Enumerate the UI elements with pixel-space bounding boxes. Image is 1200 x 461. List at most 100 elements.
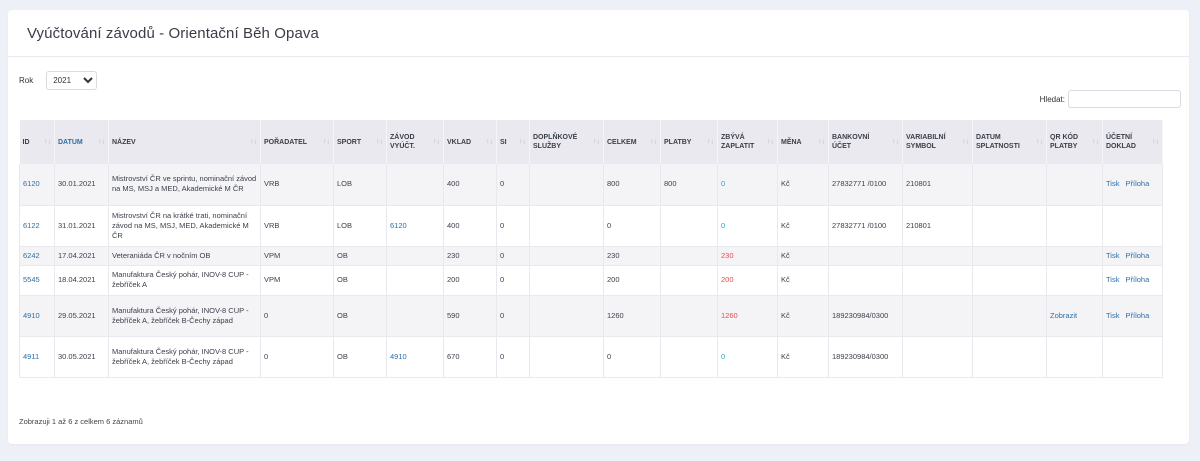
- cell-sport: LOB: [333, 164, 387, 206]
- race-id-link[interactable]: 5545: [23, 275, 40, 284]
- sort-arrows-icon[interactable]: ↑↓: [250, 138, 257, 146]
- sort-arrows-icon[interactable]: ↑↓: [650, 138, 657, 146]
- sort-arrows-icon[interactable]: ↑↓: [818, 138, 825, 146]
- column-header[interactable]: MĚNA ↑↓: [777, 120, 829, 164]
- race-id-link[interactable]: 6122: [23, 220, 40, 230]
- sort-arrows-icon[interactable]: ↑↓: [1152, 138, 1159, 146]
- cell-date: 29.05.2021: [58, 310, 96, 320]
- cell-si: 0: [500, 179, 505, 189]
- attachment-link[interactable]: Příloha: [1125, 275, 1150, 284]
- cell-org: 0: [264, 351, 269, 361]
- sort-arrows-icon[interactable]: ↑↓: [519, 138, 526, 146]
- race-id-link[interactable]: 6120: [23, 179, 40, 189]
- cell-bank: 27832771 /0100: [828, 164, 903, 206]
- sort-arrows-icon[interactable]: ↑↓: [376, 138, 383, 146]
- column-header[interactable]: SPORT ↑↓: [333, 120, 387, 164]
- column-header[interactable]: VKLAD ↑↓: [443, 120, 497, 164]
- cell-bank: [828, 246, 903, 266]
- cell-date: 31.01.2021: [54, 205, 109, 247]
- column-header[interactable]: DATUM ↑↓: [54, 120, 109, 164]
- sort-arrows-icon[interactable]: ↑↓: [767, 138, 774, 146]
- column-header[interactable]: POŘADATEL ↑↓: [260, 120, 334, 164]
- race-id-link[interactable]: 4911: [23, 351, 40, 361]
- column-header[interactable]: DOPLŇKOVÉ SLUŽBY ↑↓: [529, 120, 604, 164]
- cell-name: Mistrovství ČR na krátké trati, nominačn…: [108, 205, 261, 247]
- sort-arrows-icon[interactable]: ↑↓: [593, 138, 600, 146]
- cell-remain: 1260: [721, 310, 738, 320]
- sort-arrows-icon[interactable]: ↑↓: [962, 138, 969, 146]
- linked-race-link[interactable]: 6120: [390, 220, 407, 230]
- cell-sport: OB: [333, 336, 387, 378]
- column-header-label: DATUM: [58, 138, 83, 146]
- cell-name: Manufaktura Český pohár, INOV-8 CUP - že…: [112, 346, 249, 366]
- race-id-link[interactable]: 4910: [23, 310, 40, 320]
- sort-arrows-icon[interactable]: ↑↓: [44, 138, 51, 146]
- cell-extra: [529, 164, 604, 206]
- sort-arrows-icon[interactable]: ↑↓: [707, 138, 714, 146]
- cell-bank: 27832771 /0100: [828, 205, 903, 247]
- cell-docs: Tisk Příloha: [1102, 164, 1163, 206]
- sort-arrows-icon[interactable]: ↑↓: [486, 138, 493, 146]
- cell-date: 30.01.2021: [54, 164, 109, 206]
- cell-total: 0: [603, 336, 661, 378]
- cell-extra: [529, 265, 604, 296]
- sort-arrows-icon[interactable]: ↑↓: [323, 138, 330, 146]
- column-header[interactable]: ZÁVOD VYÚČT. ↑↓: [386, 120, 444, 164]
- column-header[interactable]: PLATBY ↑↓: [660, 120, 718, 164]
- cell-curr: Kč: [781, 351, 790, 361]
- print-link[interactable]: Tisk: [1106, 310, 1120, 320]
- sort-arrows-icon[interactable]: ↑↓: [98, 138, 105, 146]
- cell-race: [386, 164, 444, 206]
- sort-arrows-icon[interactable]: ↑↓: [1092, 138, 1099, 146]
- race-id-link[interactable]: 6242: [23, 250, 40, 260]
- cell-vs: [902, 265, 973, 296]
- linked-race-link[interactable]: 4910: [390, 351, 407, 361]
- attachment-link[interactable]: Příloha: [1125, 179, 1150, 189]
- qr-show-link[interactable]: Zobrazit: [1050, 310, 1078, 320]
- cell-due: [972, 295, 1047, 337]
- cell-curr: Kč: [777, 265, 829, 296]
- column-header[interactable]: QR KÓD PLATBY ↑↓: [1046, 120, 1103, 164]
- sort-arrows-icon[interactable]: ↑↓: [433, 138, 440, 146]
- print-link[interactable]: Tisk: [1106, 250, 1120, 260]
- cell-qr: [1046, 164, 1103, 206]
- cell-due: [972, 205, 1047, 247]
- cell-extra: [529, 295, 604, 337]
- billing-table: ID ↑↓ DATUM ↑↓ NÁZEV ↑↓ POŘADATEL ↑↓ SPORT ↑↓ ZÁVO…: [19, 120, 1163, 378]
- attachment-link[interactable]: Příloha: [1125, 250, 1150, 260]
- cell-fee: 200: [447, 275, 460, 284]
- column-header[interactable]: NÁZEV ↑↓: [108, 120, 261, 164]
- column-header[interactable]: SI ↑↓: [496, 120, 530, 164]
- cell-date: 30.01.2021: [58, 179, 96, 189]
- cell-name: Manufaktura Český pohár, INOV-8 CUP - že…: [112, 305, 249, 325]
- cell-fee: 590: [443, 295, 497, 337]
- print-link[interactable]: Tisk: [1106, 275, 1120, 284]
- cell-org: 0: [264, 310, 269, 320]
- column-header[interactable]: BANKOVNÍ ÚČET ↑↓: [828, 120, 903, 164]
- cell-race: 4910: [386, 336, 444, 378]
- cell-due: [972, 336, 1047, 378]
- sort-arrows-icon[interactable]: ↑↓: [892, 138, 899, 146]
- cell-fee: 400: [443, 205, 497, 247]
- cell-remain: 200: [721, 275, 734, 284]
- year-select[interactable]: 2021: [46, 71, 98, 90]
- cell-curr: Kč: [781, 220, 790, 230]
- attachment-link[interactable]: Příloha: [1125, 310, 1150, 320]
- cell-date: 18.04.2021: [54, 265, 109, 296]
- column-header[interactable]: ZBÝVÁ ZAPLATIT ↑↓: [717, 120, 778, 164]
- card-header: Vyúčtování závodů - Orientační Běh Opava: [8, 10, 1189, 57]
- column-header[interactable]: ID ↑↓: [19, 120, 55, 164]
- table-row: 4911 30.05.2021 Manufaktura Český pohár, I…: [19, 336, 1163, 378]
- cell-si: 0: [496, 265, 530, 296]
- sort-arrows-icon[interactable]: ↑↓: [1036, 138, 1043, 146]
- column-header[interactable]: VARIABILNÍ SYMBOL ↑↓: [902, 120, 973, 164]
- cell-org: VPM: [264, 275, 281, 284]
- print-link[interactable]: Tisk: [1106, 179, 1120, 189]
- column-header[interactable]: ÚČETNÍ DOKLAD ↑↓: [1102, 120, 1163, 164]
- cell-paid: 800: [660, 164, 718, 206]
- column-header[interactable]: CELKEM ↑↓: [603, 120, 661, 164]
- cell-remain: 0: [717, 164, 778, 206]
- column-header[interactable]: DATUM SPLATNOSTI ↑↓: [972, 120, 1047, 164]
- search-input[interactable]: [1068, 90, 1181, 108]
- cell-race: [386, 265, 444, 296]
